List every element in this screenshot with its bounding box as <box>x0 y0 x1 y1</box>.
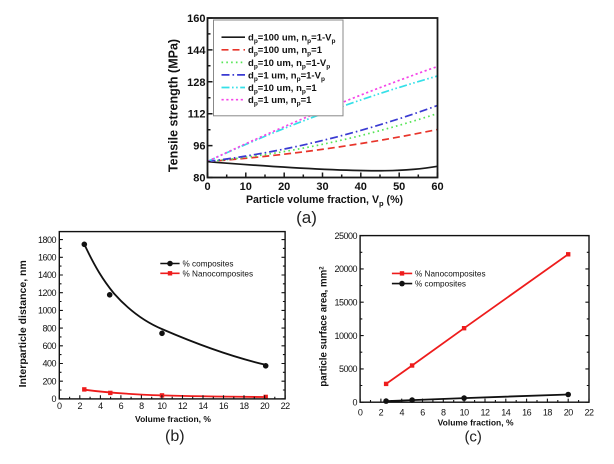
svg-text:10000: 10000 <box>334 331 357 341</box>
svg-text:1000: 1000 <box>38 306 57 316</box>
svg-text:1200: 1200 <box>38 288 57 298</box>
svg-text:80: 80 <box>193 173 205 185</box>
svg-text:800: 800 <box>42 323 56 333</box>
svg-text:20: 20 <box>564 408 574 418</box>
svg-text:60: 60 <box>431 181 443 193</box>
svg-text:144: 144 <box>187 45 206 57</box>
svg-text:0: 0 <box>57 401 62 411</box>
svg-text:20: 20 <box>278 181 290 193</box>
svg-text:dp=10 um, np=1: dp=10 um, np=1 <box>248 83 317 96</box>
svg-text:particle surface area, mm2: particle surface area, mm2 <box>319 266 330 387</box>
svg-text:1600: 1600 <box>38 253 57 263</box>
svg-text:10: 10 <box>157 401 167 411</box>
svg-text:16: 16 <box>522 408 532 418</box>
svg-text:2: 2 <box>78 401 83 411</box>
svg-text:14: 14 <box>501 408 511 418</box>
svg-text:30: 30 <box>316 181 328 193</box>
svg-text:18: 18 <box>239 401 249 411</box>
svg-text:14: 14 <box>198 401 208 411</box>
svg-text:15000: 15000 <box>334 297 357 307</box>
svg-text:22: 22 <box>584 408 594 418</box>
svg-text:dp=10 um, np=1-Vp: dp=10 um, np=1-Vp <box>248 58 330 71</box>
svg-text:dp=1 um, np=1: dp=1 um, np=1 <box>248 95 312 108</box>
svg-text:% Nanocomposites: % Nanocomposites <box>415 269 486 278</box>
svg-text:16: 16 <box>219 401 229 411</box>
svg-text:dp=100 um, np=1-Vp: dp=100 um, np=1-Vp <box>248 33 336 46</box>
svg-text:dp=100 um, np=1: dp=100 um, np=1 <box>248 45 323 58</box>
svg-text:8: 8 <box>441 408 446 418</box>
svg-text:Interparticle distance, nm: Interparticle distance, nm <box>17 260 29 387</box>
svg-text:12: 12 <box>178 401 188 411</box>
svg-text:% composites: % composites <box>183 260 234 269</box>
svg-text:(c): (c) <box>464 429 482 446</box>
svg-text:40: 40 <box>355 181 367 193</box>
svg-text:20000: 20000 <box>334 264 357 274</box>
svg-text:5000: 5000 <box>339 364 358 374</box>
svg-text:4: 4 <box>98 401 103 411</box>
svg-text:400: 400 <box>42 359 56 369</box>
svg-text:Volume fraction, %: Volume fraction, % <box>135 414 211 424</box>
svg-text:0: 0 <box>51 394 56 404</box>
svg-text:8: 8 <box>139 401 144 411</box>
svg-text:20: 20 <box>260 401 270 411</box>
svg-text:0: 0 <box>358 408 363 418</box>
svg-text:1800: 1800 <box>38 235 57 245</box>
svg-text:Particle volume fraction, Vp (: Particle volume fraction, Vp (%) <box>246 194 403 208</box>
svg-text:(b): (b) <box>165 428 185 445</box>
svg-text:(a): (a) <box>296 208 317 227</box>
svg-text:22: 22 <box>281 401 291 411</box>
svg-text:1400: 1400 <box>38 270 57 280</box>
svg-text:0: 0 <box>352 397 357 407</box>
svg-text:6: 6 <box>119 401 124 411</box>
svg-text:10: 10 <box>460 408 470 418</box>
svg-text:12: 12 <box>480 408 490 418</box>
svg-text:128: 128 <box>187 77 205 89</box>
svg-text:0: 0 <box>204 181 210 193</box>
svg-text:96: 96 <box>193 141 205 153</box>
svg-text:% composites: % composites <box>415 280 466 289</box>
svg-text:Tensile strength (MPa): Tensile strength (MPa) <box>167 39 181 172</box>
svg-text:25000: 25000 <box>334 231 357 241</box>
svg-text:Volume fraction, %: Volume fraction, % <box>438 418 514 428</box>
svg-text:6: 6 <box>420 408 425 418</box>
svg-text:4: 4 <box>399 408 404 418</box>
svg-text:112: 112 <box>188 109 206 121</box>
svg-text:200: 200 <box>42 376 56 386</box>
svg-text:% Nanocomposites: % Nanocomposites <box>183 269 254 278</box>
svg-text:10: 10 <box>240 181 252 193</box>
svg-text:160: 160 <box>187 13 205 25</box>
svg-text:dp=1 um, np=1-Vp: dp=1 um, np=1-Vp <box>248 70 325 83</box>
svg-text:600: 600 <box>42 341 56 351</box>
svg-text:2: 2 <box>379 408 384 418</box>
svg-text:18: 18 <box>543 408 553 418</box>
svg-text:50: 50 <box>393 181 405 193</box>
